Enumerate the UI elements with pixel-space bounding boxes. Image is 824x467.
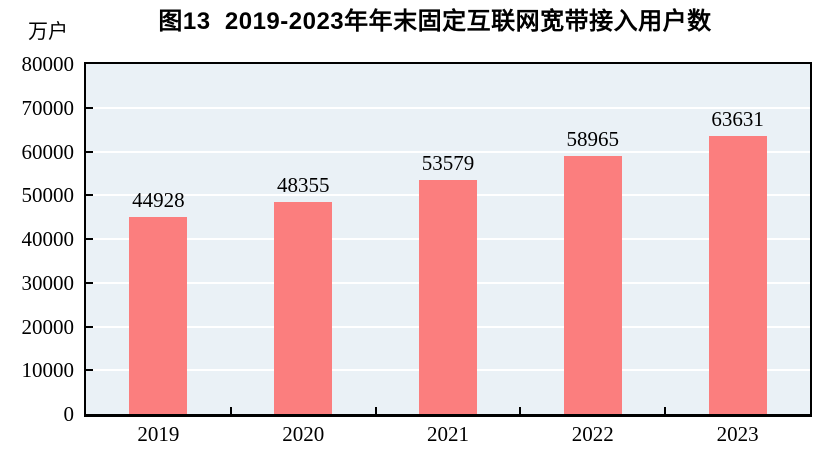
bar-2021: [419, 179, 477, 414]
y-axis-unit-label: 万户: [28, 21, 68, 43]
y-axis-tick-label: 0: [63, 402, 75, 426]
bar-value-label: 58965: [566, 127, 620, 152]
y-axis-tick: [86, 369, 93, 372]
y-axis-tick: [86, 106, 93, 109]
bar-2019: [129, 217, 188, 414]
x-axis-tick-label: 2023: [716, 422, 759, 446]
bar-value-label: 53579: [421, 150, 475, 175]
bar-2023: [708, 135, 767, 414]
y-axis-tick-label: 20000: [21, 314, 75, 339]
y-axis-tick-label: 60000: [21, 139, 75, 164]
y-axis-tick-label: 50000: [21, 183, 75, 208]
chart-title: 图13 2019-2023年年末固定互联网宽带接入用户数: [158, 8, 712, 35]
gridline: [86, 106, 810, 109]
y-axis-tick: [86, 150, 93, 153]
x-axis-tick-label: 2019: [137, 422, 180, 446]
bar-value-label: 44928: [132, 188, 185, 213]
y-axis-tick: [86, 238, 93, 240]
x-axis-tick-label: 2022: [571, 422, 614, 446]
x-axis-tick-label: 2021: [427, 422, 469, 446]
plot-area: 44928 48355 53579 58965 63631: [84, 62, 812, 417]
y-axis-tick: [86, 325, 93, 328]
bar-2022: [563, 156, 622, 414]
x-axis-tick: [374, 407, 377, 414]
bar-value-label: 63631: [711, 106, 764, 131]
x-axis-tick-label: 2020: [282, 422, 325, 446]
gridline: [86, 150, 810, 153]
x-axis-tick: [229, 407, 232, 414]
y-axis-tick-label: 30000: [21, 270, 75, 295]
y-axis-tick-label: 40000: [21, 227, 75, 251]
y-axis-tick-label: 70000: [21, 95, 75, 120]
x-axis-tick: [664, 407, 667, 414]
y-axis-tick: [86, 194, 93, 197]
x-axis-tick: [519, 407, 522, 414]
y-axis-tick-label: 80000: [21, 52, 75, 76]
y-axis-tick-label: 10000: [21, 358, 75, 383]
bar-value-label: 48355: [276, 173, 330, 198]
y-axis-tick: [86, 281, 93, 284]
bar-2020: [274, 202, 333, 414]
